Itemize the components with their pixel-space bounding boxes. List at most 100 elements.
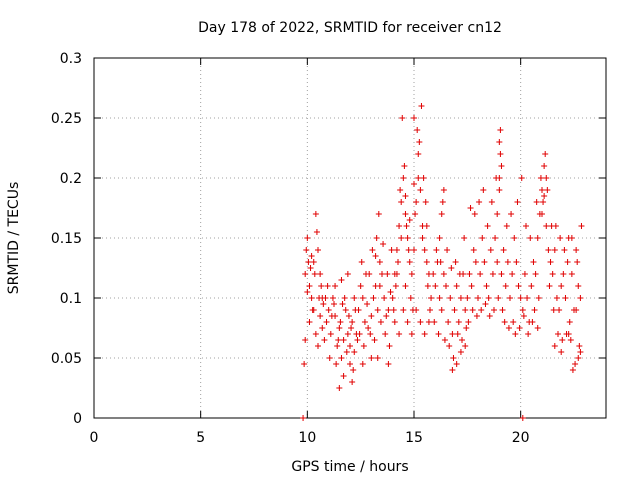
data-point [480,187,487,193]
data-point [301,361,308,367]
data-point [472,259,479,265]
data-point [431,319,438,325]
data-point [391,319,398,325]
data-point [569,367,576,373]
data-point [486,313,493,319]
data-point [402,211,409,217]
data-point [329,295,336,301]
data-point [462,343,469,349]
data-point [312,331,319,337]
data-point [324,283,331,289]
data-point [302,271,309,277]
data-point [379,271,385,277]
data-point [561,247,568,253]
data-point [338,277,345,283]
data-point [383,313,390,319]
data-point [325,307,332,313]
data-point [464,295,471,301]
data-point [551,343,558,349]
data-point [336,385,343,391]
data-point [532,271,539,277]
data-point [493,175,500,181]
data-point [539,187,545,193]
data-point [494,211,501,217]
y-tick-label: 0.05 [51,351,82,367]
data-point [371,337,378,343]
data-point [449,367,456,373]
data-point [508,211,515,217]
data-point [408,271,415,277]
data-point [411,115,417,121]
data-point [519,307,526,313]
data-point [459,337,465,343]
data-point [550,307,557,313]
data-point [411,181,417,187]
data-point [446,343,453,349]
data-point [488,199,495,205]
data-point [423,259,430,265]
data-point [556,307,563,313]
data-point [496,187,503,193]
data-point [483,283,490,289]
data-point [303,247,310,253]
data-point [520,313,527,319]
data-point [498,163,505,169]
y-tick-label: 0.2 [60,171,82,187]
data-point [422,199,429,205]
data-point [552,223,559,229]
data-point [512,331,519,337]
data-point [492,235,499,241]
data-point [447,295,454,301]
data-point [445,319,452,325]
data-point [348,325,355,331]
data-point [402,193,409,199]
data-point [385,307,392,313]
data-point [398,235,405,241]
data-point [455,319,462,325]
data-point [516,325,523,331]
data-point [341,295,348,301]
data-point [468,283,475,289]
data-point [470,247,477,253]
data-point [494,259,501,265]
data-point [423,223,430,229]
data-point [527,235,534,241]
data-point [347,361,353,367]
data-point [436,295,443,301]
data-point [402,283,409,289]
data-point [323,319,330,325]
data-point [396,331,403,337]
data-point [440,187,447,193]
data-point [367,331,374,337]
data-point [415,175,422,181]
data-point [385,361,392,367]
data-point [393,247,400,253]
data-point [393,271,400,277]
data-point [331,301,337,307]
y-tick-label: 0.15 [51,231,82,247]
data-point [521,271,528,277]
data-point [539,211,545,217]
data-point [395,259,401,265]
x-tick-label: 10 [298,430,316,446]
data-point [437,259,444,265]
data-points [300,103,585,421]
data-point [368,355,375,361]
data-point [417,187,424,193]
data-point [540,199,547,205]
data-point [404,235,411,241]
data-point [320,301,327,307]
data-point [307,265,314,271]
data-point [333,361,340,367]
data-point [524,295,531,301]
data-point [453,283,460,289]
data-point [489,271,496,277]
data-point [513,259,520,265]
data-point [534,325,541,331]
data-point [549,271,556,277]
data-point [562,295,569,301]
data-point [541,193,548,199]
data-point [430,271,437,277]
data-point [544,187,551,193]
chart-title: Day 178 of 2022, SRMTID for receiver cn1… [198,20,502,36]
